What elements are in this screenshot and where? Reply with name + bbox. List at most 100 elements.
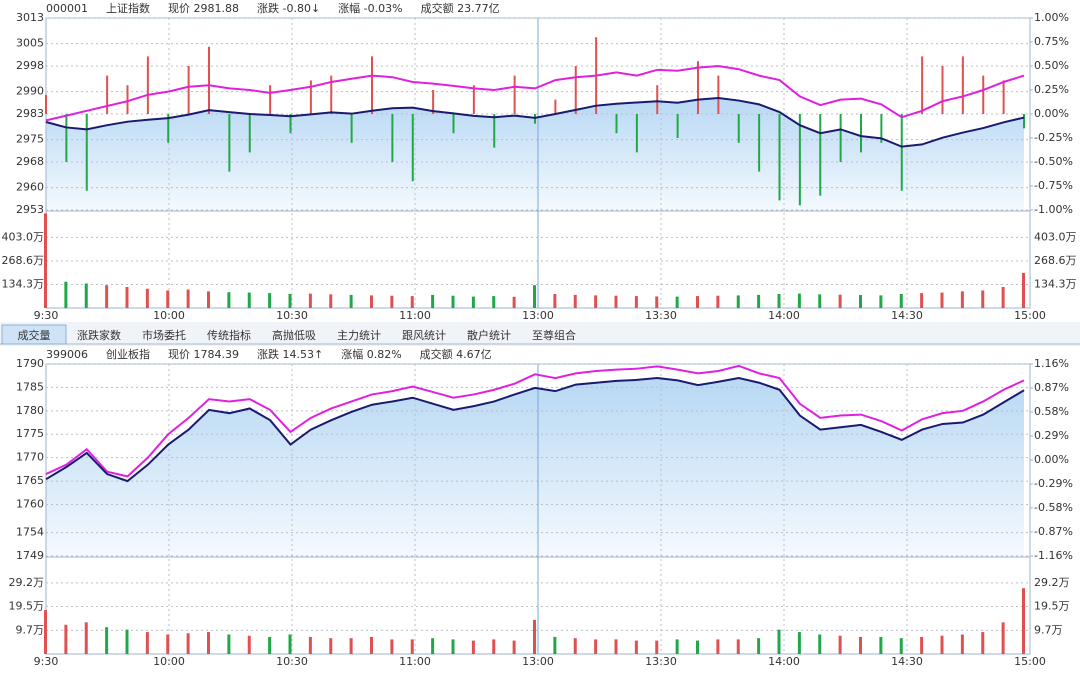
header-item: 现价 1784.39 xyxy=(168,348,239,361)
volume-tick-label: 403.0万 xyxy=(1034,230,1077,243)
volume-bar xyxy=(920,636,924,654)
header-item: 现价 2981.88 xyxy=(168,2,239,15)
price-line xyxy=(45,377,1025,483)
volume-bar xyxy=(370,295,373,308)
x-tick-label: 11:00 xyxy=(399,309,431,322)
y2-tick-label: -0.29% xyxy=(1034,477,1073,490)
volume-bar xyxy=(64,624,68,654)
volume-bar xyxy=(288,634,292,654)
y-tick-label: 2968 xyxy=(16,155,44,168)
x-tick-label: 14:00 xyxy=(768,309,800,322)
volume-bar xyxy=(859,295,862,308)
volume-bar xyxy=(614,295,618,308)
volume-bar xyxy=(1022,272,1025,308)
tab[interactable]: 传统指标 xyxy=(207,328,251,342)
volume-bar xyxy=(431,294,435,308)
volume-bar xyxy=(84,622,88,654)
volume-bar xyxy=(634,296,638,308)
volume-bar xyxy=(716,639,720,654)
volume-bar xyxy=(757,638,761,654)
volume-bar xyxy=(634,640,638,654)
y-tick-label: 2983 xyxy=(16,107,44,120)
y2-tick-label: 1.16% xyxy=(1034,357,1069,370)
volume-bar xyxy=(390,639,394,654)
y2-tick-label: -0.50% xyxy=(1034,155,1073,168)
volume-bar xyxy=(777,629,781,654)
x-tick-label: 13:30 xyxy=(645,655,677,668)
tab[interactable]: 散户统计 xyxy=(467,328,511,342)
volume-bar xyxy=(370,636,373,654)
volume-bar xyxy=(940,292,944,308)
tab[interactable]: 跟风统计 xyxy=(402,329,446,342)
volume-tick-label: 9.7万 xyxy=(1034,623,1063,636)
volume-tick-label: 268.6万 xyxy=(2,254,45,267)
x-tick-label: 15:00 xyxy=(1014,655,1046,668)
volume-bar xyxy=(573,638,577,654)
volume-bar xyxy=(614,639,618,654)
tab[interactable]: 至尊组合 xyxy=(532,328,576,342)
y2-tick-label: -0.75% xyxy=(1034,179,1073,192)
volume-bar xyxy=(390,295,394,308)
volume-bar xyxy=(431,638,435,654)
tab[interactable]: 涨跌家数 xyxy=(77,328,121,342)
volume-bar xyxy=(186,633,190,654)
tab-bar xyxy=(0,322,1080,346)
volume-bar xyxy=(44,213,47,308)
x-tick-label: 10:00 xyxy=(153,309,185,322)
volume-bar xyxy=(553,293,557,308)
x-tick-label: 14:00 xyxy=(768,655,800,668)
y2-tick-label: -1.16% xyxy=(1034,549,1073,562)
volume-tick-label: 134.3万 xyxy=(1034,277,1077,290)
x-tick-label: 10:30 xyxy=(276,309,308,322)
volume-bar xyxy=(471,296,475,308)
y-tick-label: 2960 xyxy=(16,181,44,194)
y-tick-label: 1765 xyxy=(16,474,44,487)
y2-tick-label: 0.58% xyxy=(1034,405,1069,418)
tab[interactable]: 高抛低吸 xyxy=(272,328,316,342)
volume-bar xyxy=(879,295,883,308)
x-tick-label: 10:00 xyxy=(153,655,185,668)
volume-bar xyxy=(105,285,109,308)
y-tick-label: 2953 xyxy=(16,203,44,216)
header-item: 上证指数 xyxy=(106,1,150,15)
y2-tick-label: -0.87% xyxy=(1034,525,1073,538)
price-line xyxy=(45,96,1025,148)
volume-bar xyxy=(696,640,699,654)
y2-tick-label: -0.58% xyxy=(1034,501,1073,514)
volume-bar xyxy=(247,292,251,308)
volume-bar xyxy=(594,295,598,308)
header-item: 成交额 23.77亿 xyxy=(421,1,500,15)
volume-bar xyxy=(166,290,170,308)
volume-bar xyxy=(879,636,883,654)
volume-bar xyxy=(553,636,557,654)
y-tick-label: 1775 xyxy=(16,427,44,440)
volume-bar xyxy=(268,636,272,654)
x-tick-label: 13:00 xyxy=(522,655,554,668)
y-tick-label: 1780 xyxy=(16,404,44,417)
volume-bar xyxy=(308,636,312,654)
volume-bar xyxy=(227,634,231,654)
y-tick-label: 2975 xyxy=(16,133,44,146)
volume-bar xyxy=(838,294,842,308)
header-item: 涨跌 -0.80↓ xyxy=(257,1,320,15)
header-item: 创业板指 xyxy=(106,347,150,361)
volume-bar xyxy=(207,291,210,308)
y-tick-label: 2990 xyxy=(16,85,44,98)
volume-bar xyxy=(512,640,516,654)
volume-bar xyxy=(981,290,985,308)
volume-tick-label: 403.0万 xyxy=(2,230,45,243)
volume-bar xyxy=(207,632,210,654)
price-area xyxy=(46,378,1024,556)
volume-bar xyxy=(268,293,272,308)
tab[interactable]: 成交量 xyxy=(18,328,51,342)
header-item: 399006 xyxy=(46,348,88,361)
tab[interactable]: 市场委托 xyxy=(142,328,186,342)
volume-bar xyxy=(736,295,740,308)
volume-bar xyxy=(451,295,455,308)
y2-tick-label: 0.50% xyxy=(1034,59,1069,72)
y2-tick-label: -1.00% xyxy=(1034,203,1073,216)
volume-bar xyxy=(533,285,536,308)
volume-bar xyxy=(736,639,740,654)
tab[interactable]: 主力统计 xyxy=(337,329,381,342)
